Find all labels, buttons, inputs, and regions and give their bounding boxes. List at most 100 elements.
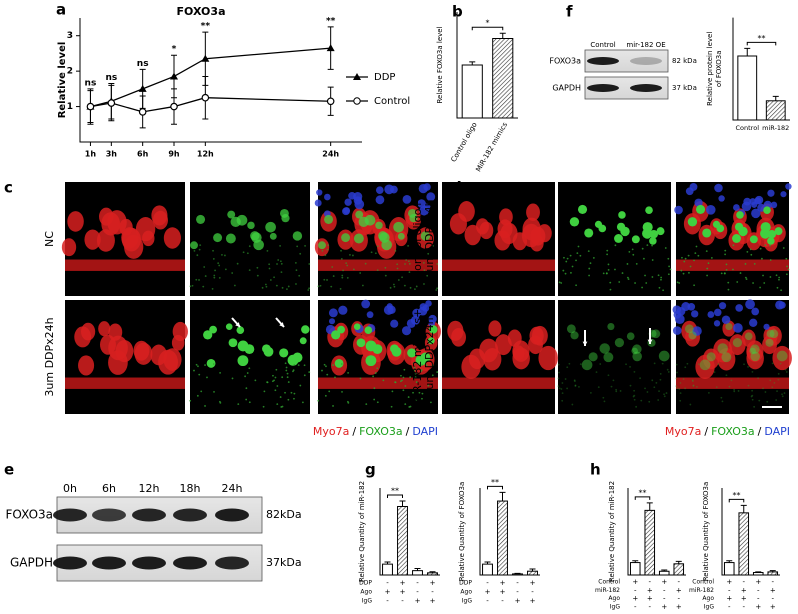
- foxo3a-speck: [412, 362, 415, 365]
- foxo3a-speck: [268, 267, 271, 270]
- foxo3a-speck: [607, 268, 610, 271]
- pillar-band: [318, 259, 438, 271]
- foxo3a-speck: [612, 379, 615, 382]
- dapi-nucleus: [423, 203, 431, 211]
- foxo3a-speck: [761, 257, 763, 260]
- foxo3a-nucleus: [776, 350, 788, 362]
- foxo3a-speck: [284, 362, 287, 365]
- foxo3a-speck: [557, 385, 560, 388]
- foxo3a-speck: [692, 385, 695, 387]
- stain-name: Myo7a: [665, 425, 701, 438]
- foxo3a-speck: [296, 245, 299, 248]
- foxo3a-speck: [339, 287, 342, 290]
- foxo3a-speck: [308, 263, 311, 265]
- condition-name: Control: [598, 579, 620, 586]
- foxo3a-speck: [625, 363, 627, 366]
- foxo3a-nucleus: [577, 204, 588, 215]
- foxo3a-nucleus: [263, 346, 274, 357]
- foxo3a-nucleus: [365, 340, 377, 352]
- foxo3a-nucleus: [632, 351, 642, 362]
- foxo3a-nucleus: [774, 227, 783, 236]
- foxo3a-speck: [268, 263, 271, 266]
- foxo3a-speck: [403, 368, 406, 371]
- foxo3a-speck: [409, 376, 412, 379]
- foxo3a-speck: [429, 401, 432, 404]
- pillar-band: [676, 259, 789, 271]
- foxo3a-nucleus: [594, 220, 603, 228]
- foxo3a-speck: [784, 368, 787, 371]
- foxo3a-speck: [219, 401, 222, 404]
- axes: [627, 488, 686, 576]
- foxo3a-speck: [308, 287, 311, 290]
- dapi-nucleus: [767, 189, 775, 197]
- foxo3a-speck: [359, 377, 362, 380]
- condition-value: -: [757, 595, 760, 603]
- foxo3a-speck: [272, 374, 274, 377]
- dapi-nucleus: [314, 199, 322, 207]
- foxo3a-nucleus: [196, 214, 206, 224]
- pillar-band: [676, 377, 789, 389]
- foxo3a-speck: [189, 399, 192, 402]
- dapi-nucleus: [785, 183, 792, 190]
- foxo3a-speck: [783, 392, 786, 394]
- foxo3a-speck: [592, 257, 595, 259]
- foxo3a-speck: [725, 263, 728, 266]
- micrograph: [672, 299, 792, 414]
- foxo3a-speck: [231, 377, 234, 380]
- foxo3a-speck: [657, 274, 660, 277]
- panel-letter: f: [566, 3, 573, 21]
- foxo3a-speck: [317, 399, 320, 402]
- dapi-nucleus: [733, 323, 743, 333]
- foxo3a-speck: [627, 278, 630, 281]
- foxo3a-speck: [204, 275, 207, 277]
- micrograph: [189, 300, 311, 414]
- condition-value: -: [416, 588, 419, 596]
- foxo3a-nucleus: [732, 234, 741, 243]
- foxo3a-speck: [633, 394, 636, 397]
- foxo3a-speck: [688, 271, 690, 274]
- micrograph: [558, 182, 672, 296]
- foxo3a-speck: [265, 285, 268, 288]
- foxo3a-speck: [284, 391, 286, 394]
- foxo3a-speck: [198, 279, 200, 281]
- hair-cell: [729, 334, 746, 356]
- foxo3a-speck: [577, 245, 580, 248]
- condition-value: +: [741, 595, 747, 603]
- foxo3a-speck: [632, 395, 635, 398]
- foxo3a-nucleus: [706, 352, 716, 362]
- foxo3a-speck: [202, 285, 205, 288]
- foxo3a-speck: [566, 257, 569, 260]
- foxo3a-speck: [397, 279, 400, 281]
- blot-band: [173, 556, 207, 570]
- foxo3a-speck: [341, 390, 343, 393]
- foxo3a-speck: [573, 380, 576, 383]
- foxo3a-speck: [273, 276, 275, 279]
- foxo3a-speck: [275, 368, 278, 371]
- significance: **: [491, 478, 499, 487]
- foxo3a-speck: [683, 260, 686, 263]
- dapi-nucleus: [713, 308, 722, 317]
- foxo3a-speck: [412, 391, 414, 394]
- foxo3a-speck: [421, 397, 423, 400]
- foxo3a-speck: [564, 272, 567, 275]
- foxo3a-speck: [414, 376, 417, 379]
- foxo3a-speck: [273, 379, 275, 382]
- foxo3a-speck: [775, 399, 778, 401]
- foxo3a-speck: [618, 281, 621, 283]
- foxo3a-speck: [323, 363, 326, 366]
- dapi-nucleus: [353, 191, 363, 202]
- foxo3a-speck: [340, 363, 343, 365]
- foxo3a-speck: [266, 249, 269, 252]
- significance-bracket: [487, 485, 503, 490]
- foxo3a-speck: [682, 272, 685, 275]
- stain-name: Myo7a: [313, 425, 349, 438]
- condition-value: -: [648, 603, 651, 611]
- size-label: 82 kDa: [672, 57, 697, 65]
- foxo3a-speck: [762, 387, 764, 390]
- condition-value: +: [770, 586, 776, 594]
- foxo3a-nucleus: [766, 329, 775, 338]
- foxo3a-speck: [308, 371, 311, 373]
- error-bar: [740, 504, 747, 513]
- error-bar: [469, 61, 476, 65]
- foxo3a-nucleus: [324, 214, 334, 224]
